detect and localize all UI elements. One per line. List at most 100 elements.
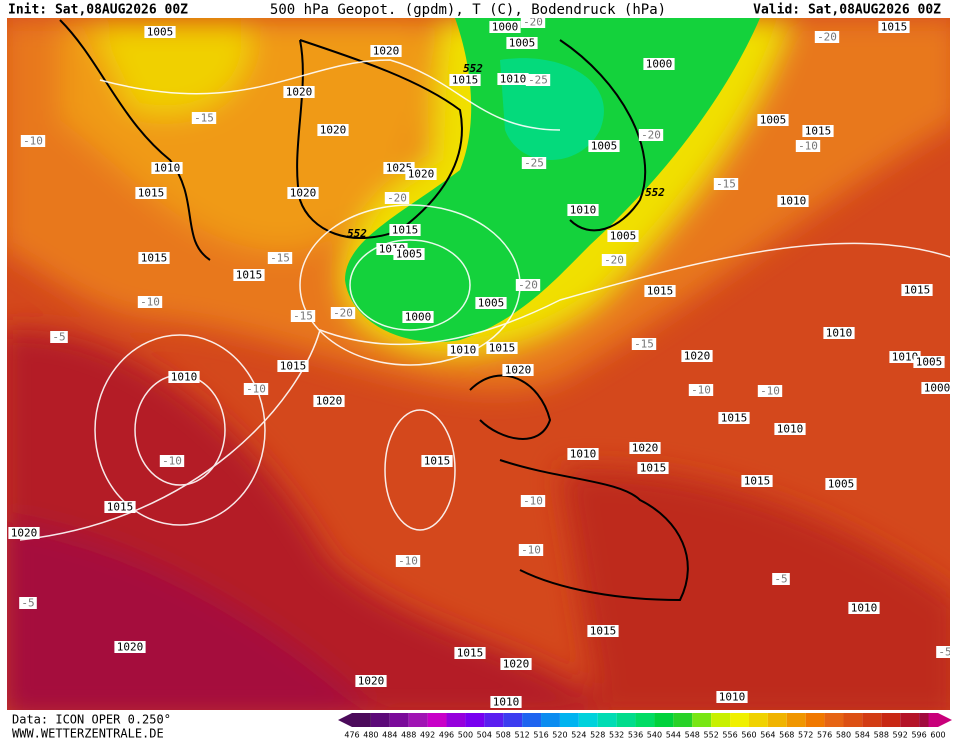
isobar-label: 1010 — [450, 344, 477, 357]
colorbar-label: 516 — [533, 731, 548, 740]
colorbar-segment — [805, 713, 825, 727]
colorbar-segment — [748, 713, 768, 727]
isobar-label-box — [587, 625, 619, 637]
colorbar-label: 568 — [779, 731, 794, 740]
isobar-label-box — [921, 382, 950, 394]
isobar-label-box — [802, 125, 834, 137]
temperature-label-box — [290, 310, 316, 322]
isobar-label: 1020 — [632, 442, 659, 455]
isobar-label-box — [489, 21, 521, 33]
isobar-label-box — [287, 187, 319, 199]
isobar-label-box — [644, 285, 676, 297]
isobar-label: 1015 — [744, 475, 771, 488]
colorbar-label: 544 — [666, 731, 681, 740]
isobar-label: 1015 — [881, 21, 908, 34]
isobar-label-box — [588, 140, 620, 152]
temperature-label-box — [395, 555, 421, 567]
colorbar-label: 476 — [344, 731, 359, 740]
isobar-label-box — [475, 297, 507, 309]
isobar-label-box — [878, 21, 910, 33]
temperature-label: -15 — [194, 112, 214, 125]
isobar-label: 1010 — [500, 73, 527, 86]
colorbar-label: 484 — [382, 731, 397, 740]
colorbar-segment — [408, 713, 428, 727]
isobar-label-box — [716, 691, 748, 703]
isobar-label: 1015 — [489, 342, 516, 355]
isobar-label: 1015 — [640, 462, 667, 475]
isobar-label-box — [718, 412, 750, 424]
temperature-label-box — [267, 252, 293, 264]
isobar-label-box — [629, 442, 661, 454]
isobar-label: 1010 — [826, 327, 853, 340]
isobar-label: 1010 — [570, 204, 597, 217]
temperature-label: -20 — [523, 16, 543, 29]
colorbar-label: 512 — [514, 731, 529, 740]
temperature-label: -10 — [691, 384, 711, 397]
isobar-label-box — [402, 311, 434, 323]
colorbar-label: 532 — [609, 731, 624, 740]
isobar-label-box — [138, 252, 170, 264]
isobar-label: 1005 — [396, 248, 423, 261]
isobar-label: 1015 — [138, 187, 165, 200]
temperature-label: -10 — [162, 455, 182, 468]
colorbar-segment — [370, 713, 390, 727]
temperature-label-box — [515, 279, 541, 291]
temperature-label: -10 — [140, 296, 160, 309]
isobar-label: 1000 — [924, 382, 951, 395]
temperature-label-box — [19, 597, 37, 609]
colorbar-label: 588 — [874, 731, 889, 740]
height-label: 552 — [645, 186, 665, 199]
isobar-label: 1010 — [780, 195, 807, 208]
isobar-label-box — [497, 73, 529, 85]
isobar-label-box — [567, 448, 599, 460]
colorbar-label: 592 — [893, 731, 908, 740]
temperature-label-box — [638, 129, 664, 141]
colorbar-segment — [352, 713, 371, 727]
temperature-label-box — [191, 112, 217, 124]
temperature-label-box — [159, 455, 185, 467]
isobar-label-box — [486, 342, 518, 354]
temperature-label-box — [814, 31, 840, 43]
colorbar-label: 504 — [477, 731, 492, 740]
temperature-label-box — [757, 385, 783, 397]
isobar-label: 1010 — [892, 351, 919, 364]
temperature-label: -20 — [604, 254, 624, 267]
isobar-label: 1005 — [591, 140, 618, 153]
isobar-label: 1005 — [147, 26, 174, 39]
colorbar-segment — [843, 713, 863, 727]
isobar-label: 1020 — [503, 658, 530, 671]
temperature-label: -10 — [521, 544, 541, 557]
isobar-label: 1015 — [647, 285, 674, 298]
colorbar-segment — [597, 713, 617, 727]
colorbar-label: 600 — [930, 731, 945, 740]
colorbar-segment — [673, 713, 693, 727]
isobar-label: 1015 — [805, 125, 832, 138]
isobar-label: 1015 — [236, 269, 263, 282]
temperature-label-box — [518, 544, 544, 556]
colorbar-label: 480 — [363, 731, 378, 740]
field-darkred — [7, 521, 370, 710]
colorbar-segment — [578, 713, 598, 727]
colorbar-segment — [484, 713, 504, 727]
colorbar-label: 536 — [628, 731, 643, 740]
colorbar-segment — [692, 713, 712, 727]
colorbar-segment — [427, 713, 447, 727]
temperature-label: -5 — [21, 597, 34, 610]
colorbar-label: 520 — [552, 731, 567, 740]
colorbar-segment — [654, 713, 674, 727]
temperature-label: -20 — [817, 31, 837, 44]
temperature-label-box — [137, 296, 163, 308]
isobar-label-box — [277, 360, 309, 372]
temperature-label-box — [521, 157, 547, 169]
isobar-label-box — [393, 248, 425, 260]
map-area — [7, 18, 950, 710]
temperature-label: -10 — [760, 385, 780, 398]
isobar-label-box — [643, 58, 675, 70]
isobar-label: 1000 — [405, 311, 432, 324]
colorbar-segment — [522, 713, 542, 727]
map-labels: 1005 1020 1000 1005 1015 1010 1000 1020 1020 1005… — [8, 16, 951, 709]
isobar-label-box — [607, 230, 639, 242]
temperature-label: -10 — [398, 555, 418, 568]
colorbar-label: 572 — [798, 731, 813, 740]
isobar-label-box — [774, 423, 806, 435]
